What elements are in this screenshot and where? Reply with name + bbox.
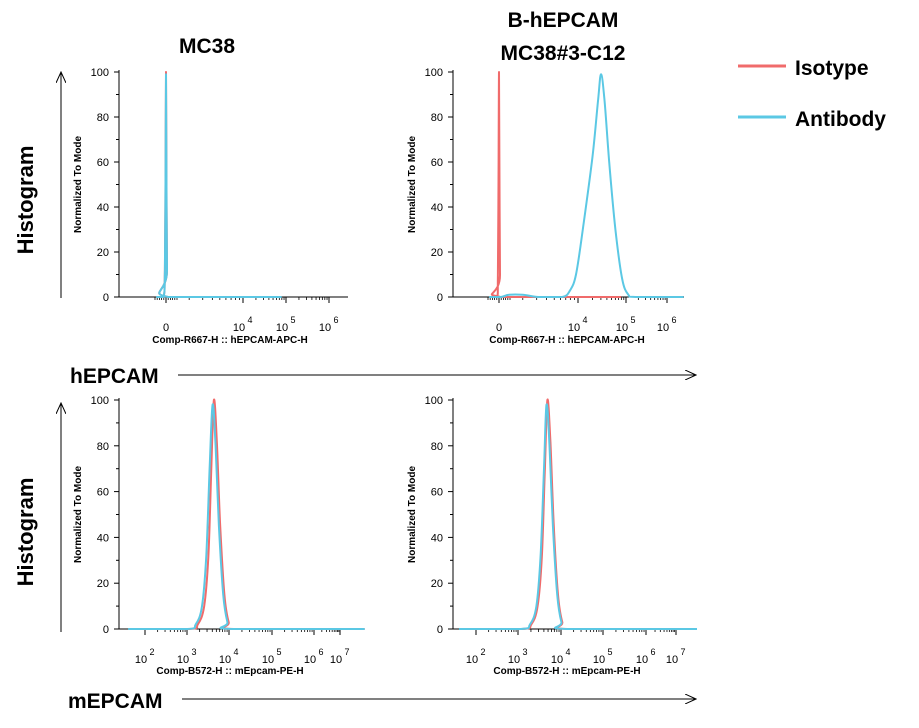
column-title-right-line2: MC38#3-C12 [501,42,626,65]
y-tick-label: 0 [437,624,443,636]
y-tick-label: 40 [431,532,443,544]
x-tick-exponent: 4 [565,647,570,657]
x-tick-label: 10 [304,654,316,666]
y-tick-label: 80 [97,441,109,453]
legend-label-antibody: Antibody [795,108,886,131]
legend-label-isotype: Isotype [795,57,869,80]
x-tick-exponent: 3 [522,647,527,657]
series-isotype-line [156,70,282,298]
x-tick-label: 10 [551,654,563,666]
x-tick-label: 0 [496,322,502,334]
y-tick-label: 100 [425,67,443,79]
y-tick-label: 20 [97,578,109,590]
series-antibody-line [156,73,282,298]
y-tick-label: 100 [91,67,109,79]
x-tick-exponent: 6 [318,647,323,657]
x-tick-exponent: 6 [650,647,655,657]
x-tick-label: 10 [616,322,628,334]
x-axis-title: Comp-R667-H :: hEPCAM-APC-H [489,335,645,346]
x-tick-exponent: 6 [333,315,338,325]
y-tick-label: 60 [97,487,109,499]
y-tick-label: 20 [431,578,443,590]
series-isotype-line [128,398,365,631]
x-tick-label: 10 [233,322,245,334]
x-tick-label: 10 [177,654,189,666]
y-axis-title: Normalized To Mode [73,466,84,563]
y-tick-label: 60 [97,157,109,169]
x-tick-exponent: 5 [630,315,635,325]
x-tick-exponent: 5 [290,315,295,325]
y-tick-label: 40 [431,202,443,214]
series-antibody-line [489,73,684,298]
legend: Isotype Antibody [738,57,886,131]
x-tick-label: 10 [262,654,274,666]
x-tick-label: 10 [508,654,520,666]
x-tick-label: 10 [666,654,678,666]
row-axis-label-bottom: mEPCAM [68,690,163,713]
x-tick-exponent: 2 [480,647,485,657]
y-tick-label: 20 [431,247,443,259]
x-tick-label: 0 [163,322,169,334]
series-isotype-line [489,71,622,298]
x-tick-exponent: 4 [582,315,587,325]
y-tick-label: 80 [431,112,443,124]
x-tick-label: 10 [135,654,147,666]
y-tick-label: 100 [425,395,443,407]
series-isotype-line [459,398,697,631]
y-tick-label: 40 [97,532,109,544]
column-title-left: MC38 [179,35,235,58]
x-tick-exponent: 2 [149,647,154,657]
x-tick-exponent: 6 [671,315,676,325]
x-tick-label: 10 [593,654,605,666]
x-tick-exponent: 3 [191,647,196,657]
row-axis-label-top: hEPCAM [70,365,159,388]
y-tick-label: 40 [97,202,109,214]
x-tick-label: 10 [466,654,478,666]
x-tick-exponent: 4 [233,647,238,657]
y-tick-label: 100 [91,395,109,407]
y-axis-title: Normalized To Mode [73,136,84,233]
y-tick-label: 60 [431,487,443,499]
x-tick-label: 10 [657,322,669,334]
x-tick-exponent: 4 [247,315,252,325]
x-tick-label: 10 [568,322,580,334]
x-axis-title: Comp-B572-H :: mEpcam-PE-H [493,666,640,677]
x-tick-exponent: 5 [276,647,281,657]
x-tick-label: 10 [319,322,331,334]
x-axis-title: Comp-B572-H :: mEpcam-PE-H [156,666,303,677]
y-tick-label: 60 [431,157,443,169]
row-label-top: Histogram [13,146,38,255]
y-axis-title: Normalized To Mode [407,466,418,563]
y-tick-label: 0 [437,292,443,304]
x-tick-label: 10 [636,654,648,666]
y-tick-label: 0 [103,292,109,304]
x-tick-exponent: 7 [680,647,685,657]
x-tick-exponent: 5 [607,647,612,657]
y-tick-label: 20 [97,247,109,259]
y-axis-title: Normalized To Mode [407,136,418,233]
row-label-bottom: Histogram [13,478,38,587]
column-title-right-line1: B-hEPCAM [508,9,619,32]
x-tick-label: 10 [219,654,231,666]
x-tick-label: 10 [276,322,288,334]
y-tick-label: 80 [431,441,443,453]
series-antibody-line [128,403,365,631]
y-tick-label: 80 [97,112,109,124]
x-tick-label: 10 [330,654,342,666]
x-axis-title: Comp-R667-H :: hEPCAM-APC-H [152,335,308,346]
series-antibody-line [459,403,697,631]
y-tick-label: 0 [103,624,109,636]
x-tick-exponent: 7 [344,647,349,657]
